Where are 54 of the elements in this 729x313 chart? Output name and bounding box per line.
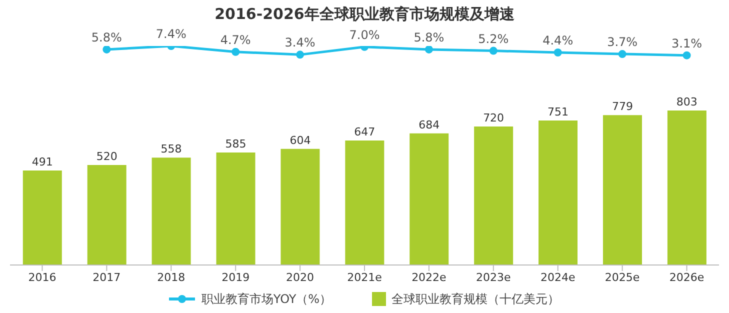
point bbox=[296, 50, 304, 59]
data-label: 779 bbox=[612, 100, 633, 114]
bar bbox=[280, 148, 320, 265]
x-tick-label: 2024e bbox=[540, 270, 576, 284]
data-label: 4.7% bbox=[220, 32, 251, 47]
data-label: 558 bbox=[160, 142, 182, 156]
data-label: 751 bbox=[548, 106, 569, 119]
x-tick-label: 2017 bbox=[92, 270, 121, 284]
data-label: 3.7% bbox=[607, 35, 638, 50]
data-label: 3.4% bbox=[284, 36, 316, 50]
x-tick-label: 2023e bbox=[476, 270, 512, 284]
data-label: 491 bbox=[32, 156, 53, 169]
data-label: 5.8% bbox=[414, 30, 444, 44]
data-label: 5.8% bbox=[91, 30, 122, 44]
x-tick-label: 2018 bbox=[157, 270, 186, 284]
x-tick-label: 2022e bbox=[412, 270, 447, 284]
bar bbox=[474, 126, 514, 265]
bar bbox=[87, 164, 126, 265]
point bbox=[489, 46, 498, 55]
bar bbox=[667, 110, 706, 265]
chart-title: 2016-2026年全球职业教育市场规模及增速 bbox=[214, 4, 516, 24]
data-label: 7.4% bbox=[156, 27, 186, 41]
point bbox=[618, 50, 626, 58]
bar bbox=[602, 115, 642, 265]
data-label: 803 bbox=[676, 96, 698, 109]
legend-label: 职业教育市场YOY（%） bbox=[201, 290, 332, 308]
x-tick-label: 2020 bbox=[286, 270, 314, 284]
data-label: 720 bbox=[483, 112, 504, 124]
bar bbox=[410, 133, 449, 265]
data-label: 3.1% bbox=[672, 36, 702, 50]
bar bbox=[538, 120, 578, 265]
x-tick-label: 2021e bbox=[347, 270, 382, 284]
data-label: 7.0% bbox=[349, 28, 380, 42]
data-label: 647 bbox=[354, 126, 376, 139]
data-label: 585 bbox=[225, 137, 246, 150]
data-label: 604 bbox=[290, 134, 311, 147]
x-tick-label: 2026e bbox=[669, 270, 704, 284]
point bbox=[424, 46, 433, 54]
point bbox=[682, 51, 691, 60]
data-label: 5.2% bbox=[478, 32, 509, 46]
data-label: 684 bbox=[418, 118, 440, 132]
bar bbox=[22, 170, 62, 265]
x-tick-label: 2019 bbox=[222, 270, 250, 284]
legend-label: 全球职业教育规模（十亿美元） bbox=[392, 290, 560, 308]
data-label: 4.4% bbox=[542, 34, 574, 48]
point bbox=[232, 48, 240, 56]
bar bbox=[152, 158, 191, 265]
point bbox=[554, 48, 562, 57]
bar bbox=[216, 152, 256, 265]
point bbox=[102, 46, 111, 54]
x-tick-label: 2025e bbox=[604, 270, 640, 284]
data-label: 520 bbox=[96, 150, 118, 163]
bar bbox=[345, 140, 384, 265]
x-tick-label: 2016 bbox=[28, 270, 56, 284]
